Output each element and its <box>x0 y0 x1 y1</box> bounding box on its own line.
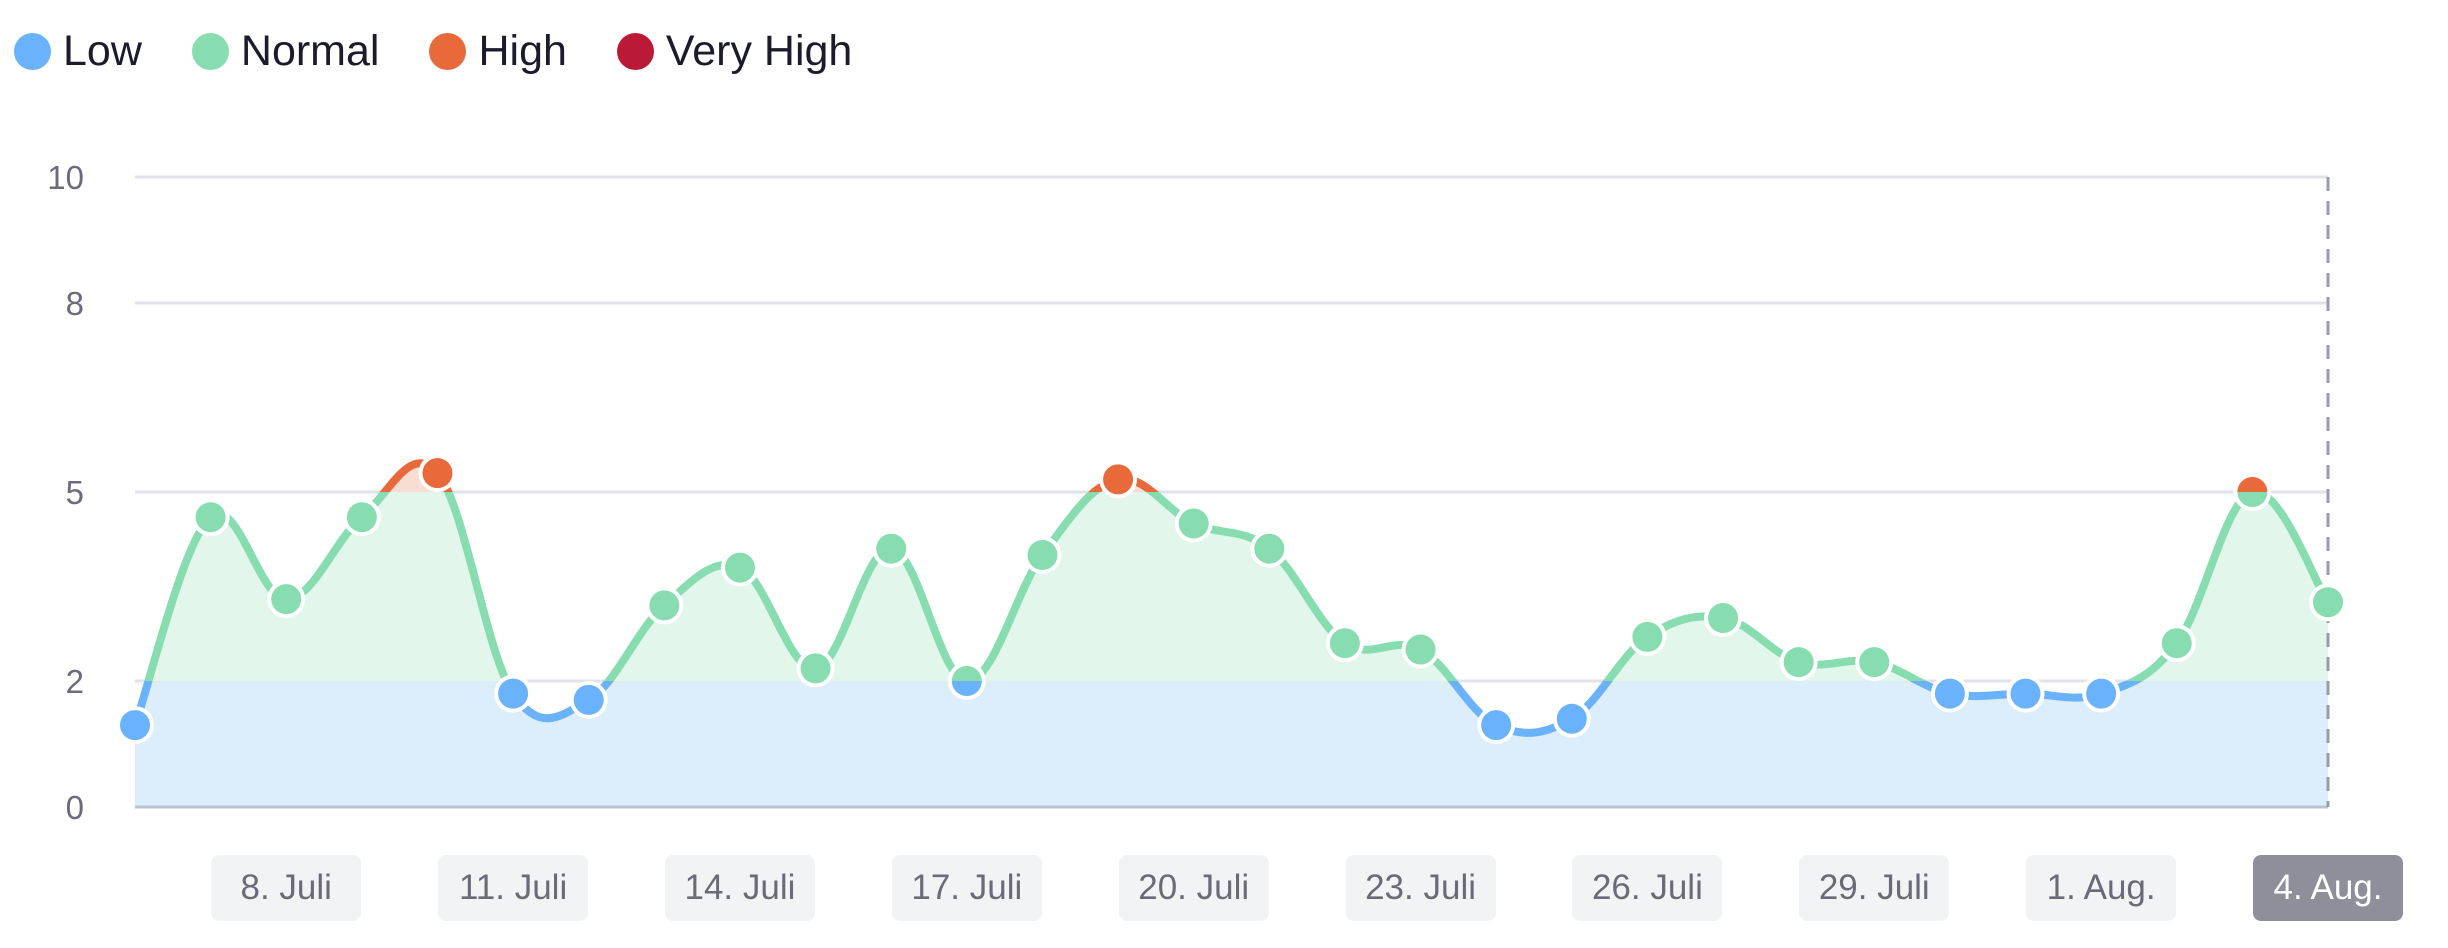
data-point[interactable] <box>1930 674 1969 713</box>
legend-item-normal[interactable]: Normal <box>191 27 380 75</box>
data-point[interactable] <box>1552 699 1591 738</box>
data-point[interactable] <box>872 529 911 568</box>
data-point[interactable] <box>418 454 457 493</box>
data-point[interactable] <box>116 706 154 745</box>
data-point[interactable] <box>1477 706 1516 745</box>
data-point[interactable] <box>796 649 835 688</box>
data-point[interactable] <box>1704 599 1743 637</box>
x-axis-label-badge: 14. Juli <box>664 855 815 921</box>
data-point[interactable] <box>1628 617 1667 656</box>
data-point[interactable] <box>342 498 381 537</box>
legend-dot-normal-icon <box>191 32 229 70</box>
data-point[interactable] <box>267 580 306 619</box>
x-axis-label-badge: 23. Juli <box>1345 855 1496 921</box>
legend-label: Very High <box>665 27 853 75</box>
data-point[interactable] <box>191 498 230 537</box>
y-tick-label: 2 <box>66 663 84 700</box>
legend-item-high[interactable]: High <box>429 27 567 75</box>
chart-legend: Low Normal High Very High <box>14 28 902 74</box>
data-point[interactable] <box>1401 630 1440 669</box>
x-axis-label-badge: 29. Juli <box>1799 855 1950 921</box>
data-point[interactable] <box>2157 624 2196 663</box>
legend-item-low[interactable]: Low <box>14 28 142 74</box>
x-axis-label-badge: 17. Juli <box>891 855 1042 921</box>
data-point[interactable] <box>2233 473 2272 511</box>
legend-dot-very-high-icon <box>616 32 654 70</box>
data-point[interactable] <box>1250 529 1289 568</box>
x-axis-label-badge: 8. Juli <box>211 855 362 921</box>
data-point[interactable] <box>569 680 608 719</box>
legend-label: High <box>478 27 567 75</box>
y-tick-label: 8 <box>66 285 84 322</box>
x-axis-label-badge: 11. Juli <box>438 855 589 921</box>
data-point[interactable] <box>645 586 684 625</box>
legend-label: Low <box>63 27 142 75</box>
data-point[interactable] <box>1023 536 1062 574</box>
data-point[interactable] <box>1779 643 1818 682</box>
data-point[interactable] <box>1174 504 1213 543</box>
legend-dot-low-icon <box>14 32 51 70</box>
data-point[interactable] <box>2309 583 2347 622</box>
y-tick-label: 0 <box>66 789 84 826</box>
legend-dot-high-icon <box>429 32 467 70</box>
y-axis-labels: 0 2 5 8 10 <box>47 159 84 826</box>
x-axis-label-badge: 20. Juli <box>1118 855 1269 921</box>
data-point[interactable] <box>1855 643 1894 682</box>
data-point[interactable] <box>1325 624 1364 663</box>
y-tick-label: 5 <box>66 474 84 511</box>
data-point[interactable] <box>1099 460 1138 499</box>
legend-label: Normal <box>240 27 380 75</box>
data-point[interactable] <box>2082 674 2121 713</box>
x-axis-label-badge: 1. Aug. <box>2026 855 2177 921</box>
data-point[interactable] <box>494 674 533 713</box>
y-tick-label: 10 <box>47 159 84 196</box>
area-fills <box>135 463 2328 807</box>
data-point[interactable] <box>947 662 986 700</box>
legend-item-very-high[interactable]: Very High <box>616 27 853 75</box>
data-point[interactable] <box>2006 674 2045 713</box>
x-axis-label-badge: 4. Aug. <box>2253 855 2403 921</box>
x-axis-label-badge: 26. Juli <box>1572 855 1723 921</box>
data-point[interactable] <box>720 548 759 587</box>
data-point-markers[interactable] <box>116 454 2347 745</box>
